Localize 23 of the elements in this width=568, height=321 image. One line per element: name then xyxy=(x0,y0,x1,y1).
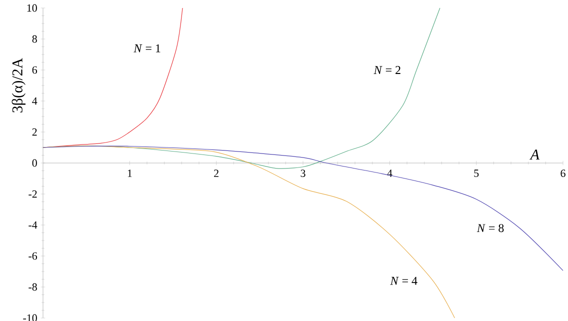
line-series xyxy=(42,146,564,271)
x-axis-title: A xyxy=(530,150,540,160)
x-tick-label: 6 xyxy=(560,170,566,178)
y-tick-label: -6 xyxy=(28,252,38,260)
x-tick-label: 5 xyxy=(474,170,479,177)
y-tick-label: 2 xyxy=(32,128,37,136)
series-label: N = 1 xyxy=(134,44,160,52)
y-tick-label: 0 xyxy=(32,159,37,167)
x-tick-label: 3 xyxy=(300,170,306,178)
y-tick-label: -8 xyxy=(28,283,37,291)
y-tick-label: 10 xyxy=(27,4,37,12)
y-axis-title: 3β(α)/2A xyxy=(12,58,26,112)
y-tick-label: -2 xyxy=(28,190,37,198)
series-label: N = 4 xyxy=(390,276,418,285)
y-tick-label: 8 xyxy=(32,35,37,43)
x-tick-label: 1 xyxy=(128,170,132,177)
y-tick-label: 6 xyxy=(32,66,38,74)
x-tick-label: 2 xyxy=(214,170,218,177)
y-tick-label: 4 xyxy=(32,97,38,105)
y-tick-label: -4 xyxy=(28,221,38,229)
series-label: N = 2 xyxy=(374,66,400,74)
x-tick-label: 4 xyxy=(387,170,392,177)
series-label: N = 8 xyxy=(476,224,504,232)
